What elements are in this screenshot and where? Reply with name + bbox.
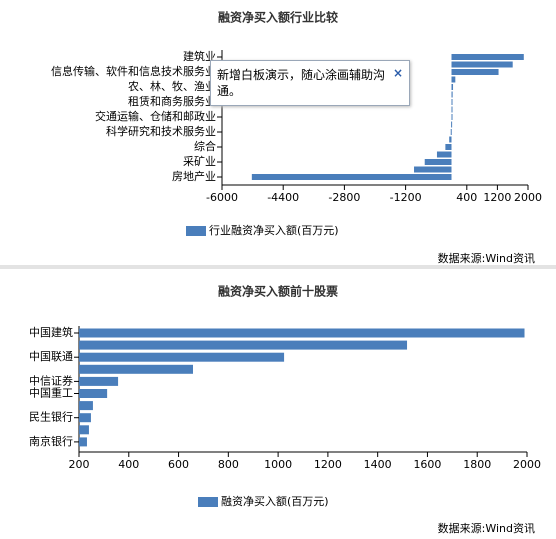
bar — [79, 352, 285, 362]
x-tick-label: 200 — [69, 458, 90, 471]
legend-label: 融资净买入额(百万元) — [221, 494, 329, 508]
bar — [451, 61, 513, 68]
bar — [436, 151, 452, 158]
bar — [451, 99, 453, 105]
chart-title: 融资净买入额前十股票 — [218, 284, 338, 299]
y-tick-label: 综合 — [194, 139, 216, 153]
y-tick-label: 交通运输、仓储和邮政业 — [95, 109, 216, 123]
source: 数据来源:Wind资讯 — [438, 521, 535, 535]
y-tick-label: 房地产业 — [172, 169, 216, 183]
x-tick-label: 800 — [218, 458, 239, 471]
x-tick-label: 2000 — [513, 458, 541, 471]
x-tick-label: 1000 — [264, 458, 292, 471]
bar — [251, 174, 452, 180]
y-tick-label: 信息传输、软件和信息技术服务业 — [51, 64, 216, 78]
close-button[interactable]: × — [392, 66, 403, 80]
bar — [451, 69, 499, 75]
bar — [414, 166, 452, 173]
x-tick-label: 1200 — [483, 191, 511, 204]
bar — [451, 121, 453, 128]
x-tick-label: 1400 — [364, 458, 392, 471]
legend-label: 行业融资净买入额(百万元) — [209, 223, 339, 237]
bar — [449, 136, 452, 143]
bar — [450, 129, 452, 135]
bar — [424, 159, 452, 165]
legend-swatch — [186, 226, 206, 236]
y-tick-label: 采矿业 — [183, 155, 216, 168]
x-tick-label: -6000 — [206, 191, 238, 204]
separator — [0, 265, 556, 269]
x-tick-label: 600 — [168, 458, 189, 471]
tooltip-text: 新增白板演示，随心涂画辅助沟通。 — [217, 68, 386, 98]
y-tick-label: 民生银行 — [29, 410, 73, 424]
bar — [79, 328, 525, 338]
x-tick-label: 1600 — [413, 458, 441, 471]
y-tick-label: 中信证券 — [29, 373, 73, 387]
y-tick-label: 中国重工 — [29, 386, 73, 400]
y-tick-label: 农、林、牧、渔业 — [128, 79, 216, 93]
bar — [79, 340, 408, 350]
bar — [451, 76, 456, 83]
bar — [79, 413, 91, 423]
x-tick-label: 1800 — [463, 458, 491, 471]
y-tick-label: 科学研究和技术服务业 — [106, 124, 216, 138]
bar — [79, 401, 93, 411]
bar — [79, 364, 193, 374]
bar — [445, 144, 452, 150]
y-tick-label: 租赁和商务服务业 — [128, 94, 216, 108]
x-tick-label: -2800 — [328, 191, 360, 204]
bar — [451, 54, 524, 60]
y-tick-label: 中国建筑 — [29, 325, 73, 339]
y-tick-label: 建筑业 — [183, 49, 216, 63]
bar — [79, 389, 108, 398]
chart-title: 融资净买入额行业比较 — [218, 10, 338, 25]
x-tick-label: 1200 — [314, 458, 342, 471]
y-tick-label: 南京银行 — [29, 434, 73, 448]
tooltip: 新增白板演示，随心涂画辅助沟通。 × — [210, 60, 410, 106]
legend-swatch — [198, 497, 218, 507]
bar — [451, 91, 453, 98]
y-tick-label: 中国联通 — [29, 350, 73, 363]
bar — [451, 84, 454, 90]
x-tick-label: 2000 — [514, 191, 542, 204]
x-tick-label: -1200 — [390, 191, 422, 204]
x-tick-label: -4400 — [267, 191, 299, 204]
x-tick-label: 400 — [456, 191, 477, 204]
source: 数据来源:Wind资讯 — [438, 251, 535, 265]
bar — [451, 106, 453, 113]
bar — [79, 437, 87, 447]
bar — [79, 376, 119, 386]
bar — [451, 114, 453, 120]
bar — [79, 425, 89, 435]
x-tick-label: 400 — [118, 458, 139, 471]
